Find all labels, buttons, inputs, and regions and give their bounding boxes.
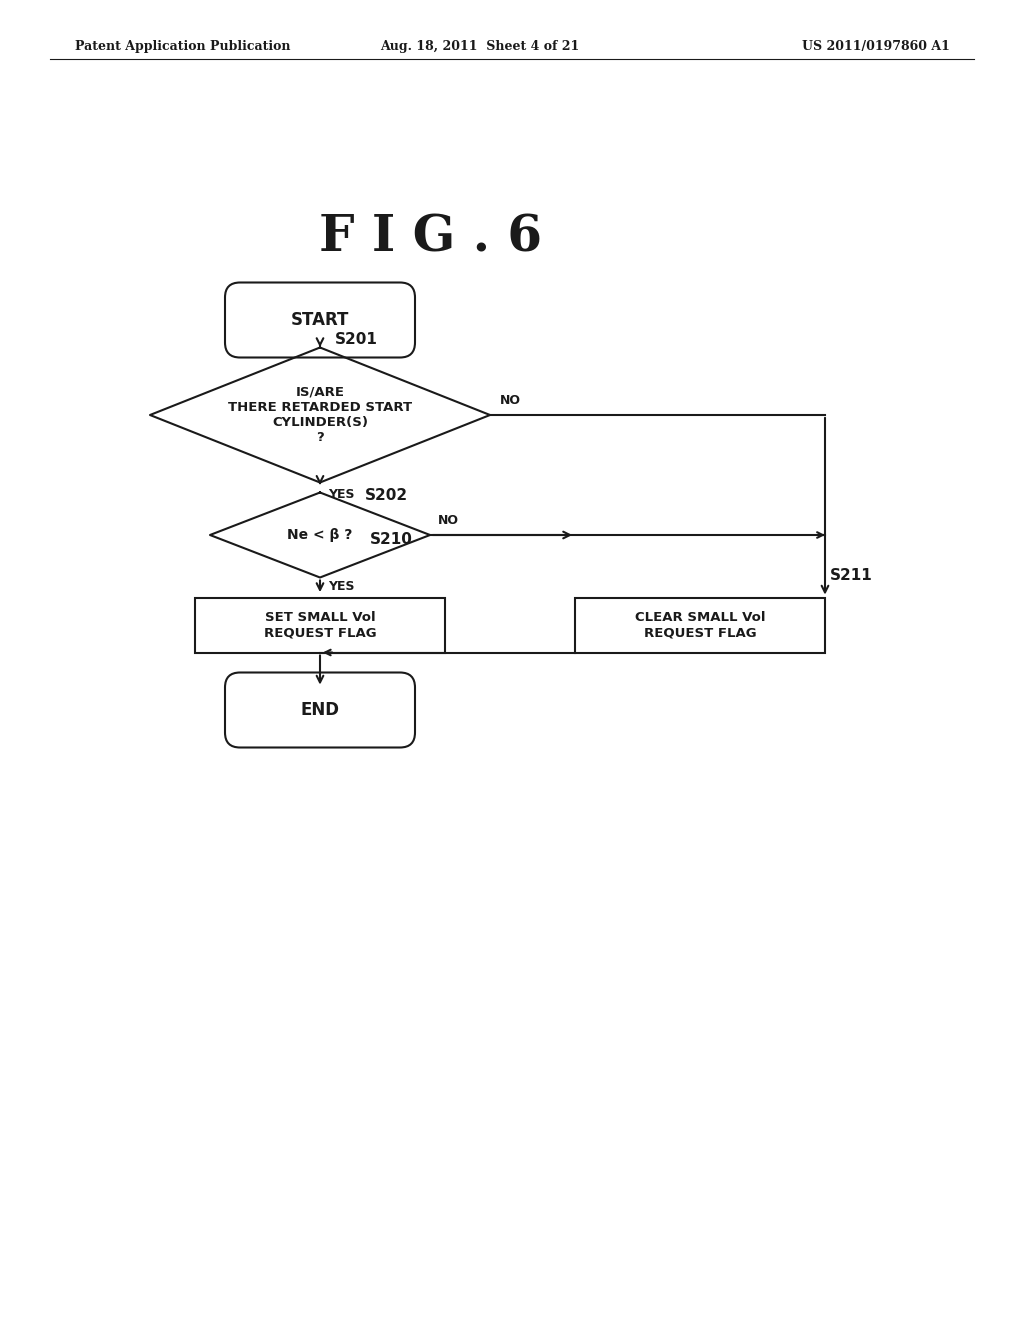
Text: S201: S201 xyxy=(335,333,378,347)
Bar xyxy=(575,598,825,652)
FancyBboxPatch shape xyxy=(225,672,415,747)
Text: Aug. 18, 2011  Sheet 4 of 21: Aug. 18, 2011 Sheet 4 of 21 xyxy=(380,40,580,53)
Text: US 2011/0197860 A1: US 2011/0197860 A1 xyxy=(802,40,950,53)
Text: F I G . 6: F I G . 6 xyxy=(318,213,542,263)
Text: START: START xyxy=(291,312,349,329)
Text: NO: NO xyxy=(500,393,521,407)
Text: Patent Application Publication: Patent Application Publication xyxy=(75,40,291,53)
Text: SET SMALL Vol
REQUEST FLAG: SET SMALL Vol REQUEST FLAG xyxy=(264,611,376,639)
Text: S202: S202 xyxy=(365,487,409,503)
FancyBboxPatch shape xyxy=(225,282,415,358)
Text: S211: S211 xyxy=(830,568,872,582)
Text: YES: YES xyxy=(328,487,354,500)
Text: END: END xyxy=(300,701,340,719)
Text: Ne < β ?: Ne < β ? xyxy=(288,528,352,543)
Text: CLEAR SMALL Vol
REQUEST FLAG: CLEAR SMALL Vol REQUEST FLAG xyxy=(635,611,765,639)
Text: YES: YES xyxy=(328,579,354,593)
Text: IS/ARE
THERE RETARDED START
CYLINDER(S)
?: IS/ARE THERE RETARDED START CYLINDER(S) … xyxy=(228,385,412,444)
Bar xyxy=(195,598,445,652)
Text: NO: NO xyxy=(438,513,459,527)
Text: S210: S210 xyxy=(370,532,413,548)
